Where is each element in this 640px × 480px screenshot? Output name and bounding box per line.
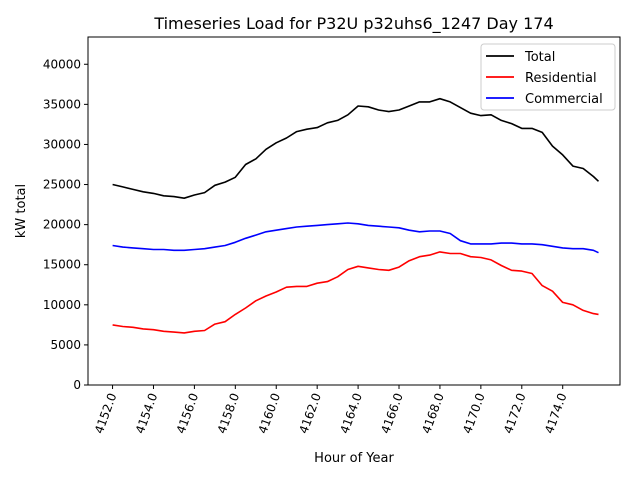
series-line-commercial <box>112 222 599 254</box>
y-tick-label: 0 <box>73 378 81 392</box>
x-axis-label: Hour of Year <box>314 451 394 466</box>
x-tick-label: 4158.0 <box>215 391 243 435</box>
y-tick-label: 20000 <box>43 218 81 232</box>
x-tick-label: 4174.0 <box>542 391 570 435</box>
chart-title: Timeseries Load for P32U p32uhs6_1247 Da… <box>153 14 553 34</box>
legend-frame <box>480 43 616 111</box>
x-tick-label: 4162.0 <box>296 391 324 435</box>
legend-label-residential: Residential <box>525 71 597 86</box>
legend-label-commercial: Commercial <box>525 92 603 107</box>
x-tick-label: 4160.0 <box>256 391 284 435</box>
series-line-total <box>112 97 600 199</box>
x-axis: 4152.0 4154.0 4156.0 4158.0 4160.0 4162.0 4164… <box>92 385 570 435</box>
y-tick-label: 30000 <box>43 137 81 151</box>
y-axis: 0 5000 10000 15000 20000 25000 30000 35000 40000 <box>43 57 88 392</box>
x-tick-label: 4166.0 <box>378 391 406 435</box>
axes-frame <box>87 36 621 386</box>
y-tick-label: 15000 <box>43 258 81 272</box>
x-tick-label: 4152.0 <box>92 391 120 435</box>
x-tick-label: 4164.0 <box>337 391 365 435</box>
x-tick-label: 4156.0 <box>174 391 202 435</box>
x-tick-label: 4168.0 <box>419 391 447 435</box>
y-axis-label: kW total <box>14 184 29 238</box>
y-tick-label: 35000 <box>43 97 81 111</box>
legend-label-total: Total <box>524 50 555 65</box>
x-tick-label: 4172.0 <box>501 391 529 435</box>
x-tick-label: 4170.0 <box>460 391 488 435</box>
y-tick-label: 25000 <box>43 178 81 192</box>
y-tick-label: 10000 <box>43 298 81 312</box>
x-tick-label: 4154.0 <box>133 391 161 435</box>
y-tick-label: 5000 <box>50 338 81 352</box>
series-line-residential <box>112 251 599 334</box>
y-tick-label: 40000 <box>43 57 81 71</box>
legend: Total Residential Commercial <box>480 43 616 111</box>
plot-area <box>112 97 600 334</box>
